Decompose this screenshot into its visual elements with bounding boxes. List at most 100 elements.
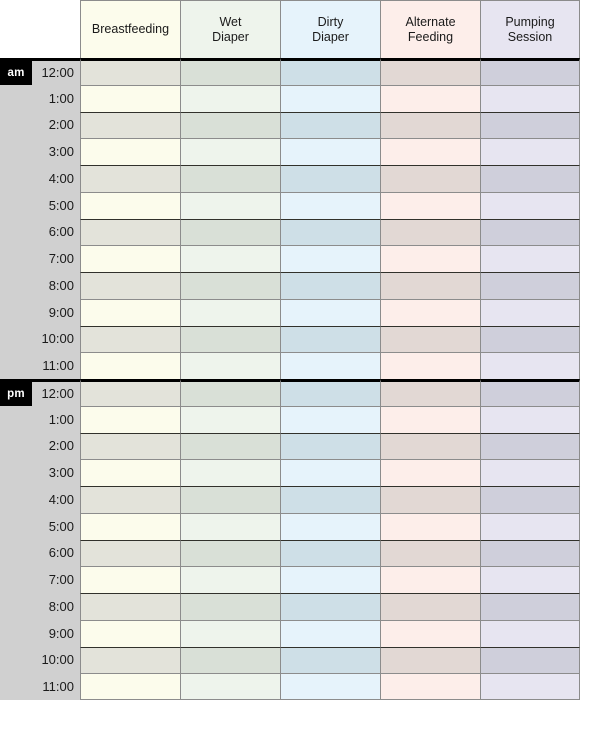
log-cell-pumping-session[interactable] xyxy=(480,218,580,246)
log-cell-pumping-session[interactable] xyxy=(480,459,580,486)
log-cell-alternate-feeding[interactable] xyxy=(380,111,480,139)
log-cell-wet-diaper[interactable] xyxy=(180,593,280,620)
log-cell-pumping-session[interactable] xyxy=(480,619,580,647)
log-cell-alternate-feeding[interactable] xyxy=(380,165,480,192)
log-cell-alternate-feeding[interactable] xyxy=(380,325,480,353)
log-cell-dirty-diaper[interactable] xyxy=(280,432,380,460)
log-cell-pumping-session[interactable] xyxy=(480,111,580,139)
log-cell-alternate-feeding[interactable] xyxy=(380,512,480,540)
log-cell-breastfeeding[interactable] xyxy=(80,111,180,139)
log-cell-dirty-diaper[interactable] xyxy=(280,566,380,593)
log-cell-dirty-diaper[interactable] xyxy=(280,218,380,246)
log-cell-pumping-session[interactable] xyxy=(480,432,580,460)
log-cell-dirty-diaper[interactable] xyxy=(280,111,380,139)
log-cell-pumping-session[interactable] xyxy=(480,272,580,299)
log-cell-dirty-diaper[interactable] xyxy=(280,593,380,620)
log-cell-breastfeeding[interactable] xyxy=(80,325,180,353)
log-cell-breastfeeding[interactable] xyxy=(80,352,180,379)
log-cell-wet-diaper[interactable] xyxy=(180,566,280,593)
log-cell-dirty-diaper[interactable] xyxy=(280,512,380,540)
log-cell-dirty-diaper[interactable] xyxy=(280,673,380,700)
log-cell-breastfeeding[interactable] xyxy=(80,619,180,647)
log-cell-wet-diaper[interactable] xyxy=(180,325,280,353)
log-cell-pumping-session[interactable] xyxy=(480,539,580,567)
log-cell-breastfeeding[interactable] xyxy=(80,165,180,192)
log-cell-alternate-feeding[interactable] xyxy=(380,191,480,219)
log-cell-wet-diaper[interactable] xyxy=(180,245,280,272)
log-cell-alternate-feeding[interactable] xyxy=(380,566,480,593)
log-cell-alternate-feeding[interactable] xyxy=(380,352,480,379)
log-cell-breastfeeding[interactable] xyxy=(80,272,180,299)
log-cell-breastfeeding[interactable] xyxy=(80,539,180,567)
log-cell-alternate-feeding[interactable] xyxy=(380,405,480,433)
log-cell-dirty-diaper[interactable] xyxy=(280,245,380,272)
log-cell-alternate-feeding[interactable] xyxy=(380,298,480,326)
log-cell-pumping-session[interactable] xyxy=(480,298,580,326)
log-cell-wet-diaper[interactable] xyxy=(180,673,280,700)
log-cell-dirty-diaper[interactable] xyxy=(280,539,380,567)
log-cell-pumping-session[interactable] xyxy=(480,58,580,85)
log-cell-pumping-session[interactable] xyxy=(480,245,580,272)
log-cell-pumping-session[interactable] xyxy=(480,486,580,513)
log-cell-breastfeeding[interactable] xyxy=(80,566,180,593)
log-cell-wet-diaper[interactable] xyxy=(180,512,280,540)
log-cell-pumping-session[interactable] xyxy=(480,379,580,406)
log-cell-pumping-session[interactable] xyxy=(480,165,580,192)
log-cell-dirty-diaper[interactable] xyxy=(280,191,380,219)
log-cell-breastfeeding[interactable] xyxy=(80,379,180,406)
log-cell-pumping-session[interactable] xyxy=(480,512,580,540)
log-cell-alternate-feeding[interactable] xyxy=(380,272,480,299)
log-cell-dirty-diaper[interactable] xyxy=(280,298,380,326)
log-cell-wet-diaper[interactable] xyxy=(180,459,280,486)
log-cell-wet-diaper[interactable] xyxy=(180,405,280,433)
log-cell-pumping-session[interactable] xyxy=(480,566,580,593)
log-cell-wet-diaper[interactable] xyxy=(180,298,280,326)
log-cell-breastfeeding[interactable] xyxy=(80,512,180,540)
log-cell-dirty-diaper[interactable] xyxy=(280,272,380,299)
log-cell-wet-diaper[interactable] xyxy=(180,218,280,246)
log-cell-dirty-diaper[interactable] xyxy=(280,352,380,379)
log-cell-alternate-feeding[interactable] xyxy=(380,593,480,620)
log-cell-pumping-session[interactable] xyxy=(480,673,580,700)
log-cell-breastfeeding[interactable] xyxy=(80,84,180,112)
log-cell-breastfeeding[interactable] xyxy=(80,405,180,433)
log-cell-breastfeeding[interactable] xyxy=(80,218,180,246)
log-cell-alternate-feeding[interactable] xyxy=(380,379,480,406)
log-cell-breastfeeding[interactable] xyxy=(80,593,180,620)
log-cell-pumping-session[interactable] xyxy=(480,405,580,433)
log-cell-dirty-diaper[interactable] xyxy=(280,325,380,353)
log-cell-wet-diaper[interactable] xyxy=(180,646,280,674)
log-cell-breastfeeding[interactable] xyxy=(80,459,180,486)
log-cell-dirty-diaper[interactable] xyxy=(280,646,380,674)
log-cell-pumping-session[interactable] xyxy=(480,352,580,379)
log-cell-pumping-session[interactable] xyxy=(480,325,580,353)
log-cell-breastfeeding[interactable] xyxy=(80,486,180,513)
log-cell-pumping-session[interactable] xyxy=(480,84,580,112)
log-cell-alternate-feeding[interactable] xyxy=(380,646,480,674)
log-cell-breastfeeding[interactable] xyxy=(80,138,180,165)
log-cell-alternate-feeding[interactable] xyxy=(380,486,480,513)
log-cell-wet-diaper[interactable] xyxy=(180,84,280,112)
log-cell-pumping-session[interactable] xyxy=(480,646,580,674)
log-cell-wet-diaper[interactable] xyxy=(180,191,280,219)
log-cell-wet-diaper[interactable] xyxy=(180,486,280,513)
log-cell-alternate-feeding[interactable] xyxy=(380,459,480,486)
log-cell-wet-diaper[interactable] xyxy=(180,619,280,647)
log-cell-dirty-diaper[interactable] xyxy=(280,459,380,486)
log-cell-wet-diaper[interactable] xyxy=(180,165,280,192)
log-cell-breastfeeding[interactable] xyxy=(80,58,180,85)
log-cell-pumping-session[interactable] xyxy=(480,191,580,219)
log-cell-dirty-diaper[interactable] xyxy=(280,405,380,433)
log-cell-wet-diaper[interactable] xyxy=(180,432,280,460)
log-cell-wet-diaper[interactable] xyxy=(180,272,280,299)
log-cell-dirty-diaper[interactable] xyxy=(280,486,380,513)
log-cell-alternate-feeding[interactable] xyxy=(380,138,480,165)
log-cell-alternate-feeding[interactable] xyxy=(380,432,480,460)
log-cell-wet-diaper[interactable] xyxy=(180,352,280,379)
log-cell-dirty-diaper[interactable] xyxy=(280,58,380,85)
log-cell-breastfeeding[interactable] xyxy=(80,245,180,272)
log-cell-alternate-feeding[interactable] xyxy=(380,84,480,112)
log-cell-wet-diaper[interactable] xyxy=(180,138,280,165)
log-cell-alternate-feeding[interactable] xyxy=(380,619,480,647)
log-cell-breastfeeding[interactable] xyxy=(80,646,180,674)
